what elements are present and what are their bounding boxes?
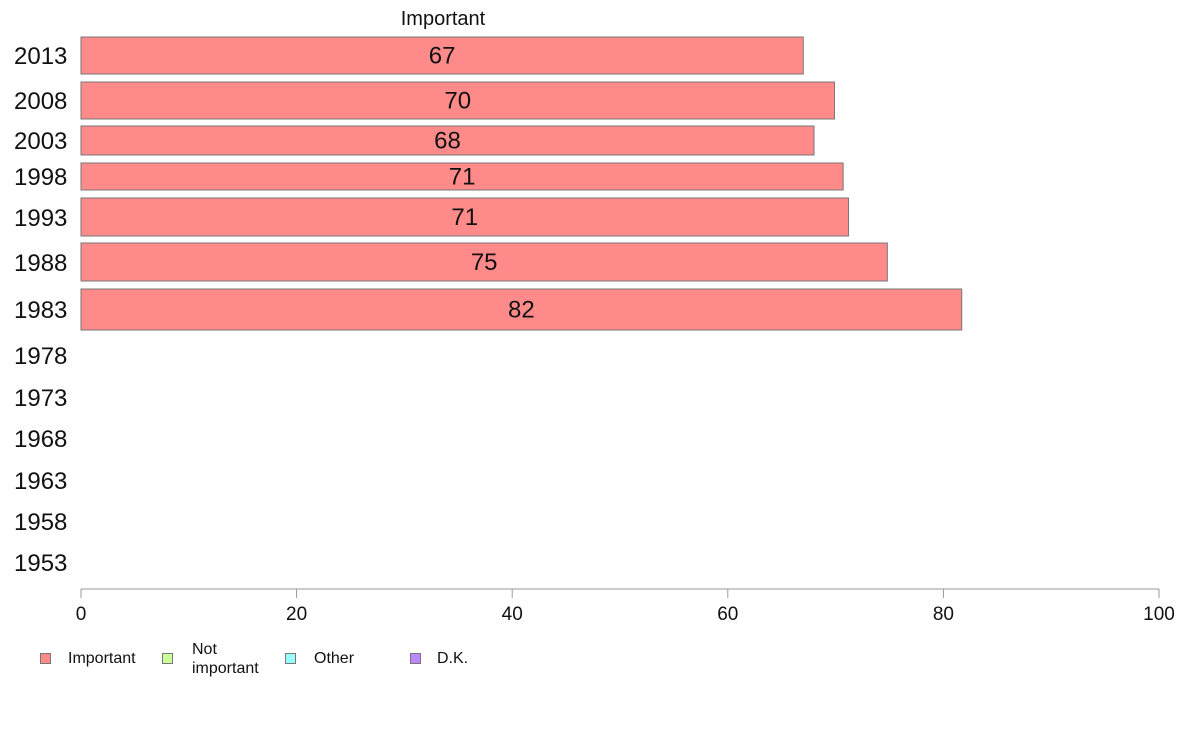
category-label-2013: 2013 [14,43,67,70]
legend-label-other: Other [314,650,355,667]
category-label-2008: 2008 [14,88,67,115]
category-label-1998: 1998 [14,164,67,191]
legend-swatch-not-important [162,653,173,664]
legend-item-important: Important [40,640,158,668]
legend-swatch-dk [410,653,421,664]
legend-label-not-important-line1: Not [192,641,217,658]
x-tick-label-60: 60 [717,604,738,625]
legend: Important Not important Other D.K. [40,640,520,684]
legend-swatch-other [285,653,296,664]
bar-2003 [80,125,815,156]
x-tick-label-100: 100 [1143,604,1175,625]
value-label-1988: 75 [471,249,498,276]
category-label-1978: 1978 [14,343,67,370]
category-labels: 2013 2008 2003 1998 1993 1988 1983 1978 1973 1968… [14,43,67,577]
value-label-2013: 67 [429,43,456,70]
x-tick-label-80: 80 [933,604,954,625]
chart-title: Important [401,8,486,30]
category-label-1993: 1993 [14,205,67,232]
value-label-1983: 82 [508,297,535,324]
bars [80,36,963,331]
value-label-1993: 71 [451,204,478,231]
category-label-1953: 1953 [14,550,67,577]
value-label-2008: 70 [444,88,471,115]
category-label-1958: 1958 [14,509,67,536]
legend-swatch-important [40,653,51,664]
category-label-1988: 1988 [14,250,67,277]
legend-label-not-important: Not important [192,640,272,678]
legend-label-important: Important [68,650,136,667]
category-label-2003: 2003 [14,128,67,155]
value-label-2003: 68 [434,128,461,155]
legend-item-dk: D.K. [410,640,527,668]
bar-1998 [80,162,844,191]
legend-item-other: Other [285,640,404,668]
bar-1988 [80,242,888,282]
bar-2008 [80,81,836,120]
bar-1983 [80,288,963,331]
category-label-1968: 1968 [14,426,67,453]
value-label-1998: 71 [449,164,476,191]
legend-label-not-important-line2: important [192,660,259,677]
value-labels: 67 70 68 71 71 75 82 [429,43,535,324]
legend-item-not-important: Not important [162,640,272,678]
legend-label-dk: D.K. [437,650,469,667]
category-label-1973: 1973 [14,385,67,412]
x-tick-label-40: 40 [502,604,523,625]
category-label-1963: 1963 [14,468,67,495]
category-label-1983: 1983 [14,297,67,324]
x-tick-label-0: 0 [76,604,87,625]
bar-1993 [80,197,850,237]
bar-2013 [80,36,804,75]
x-axis: 0 20 40 60 80 100 [76,588,1175,625]
x-tick-label-20: 20 [286,604,307,625]
